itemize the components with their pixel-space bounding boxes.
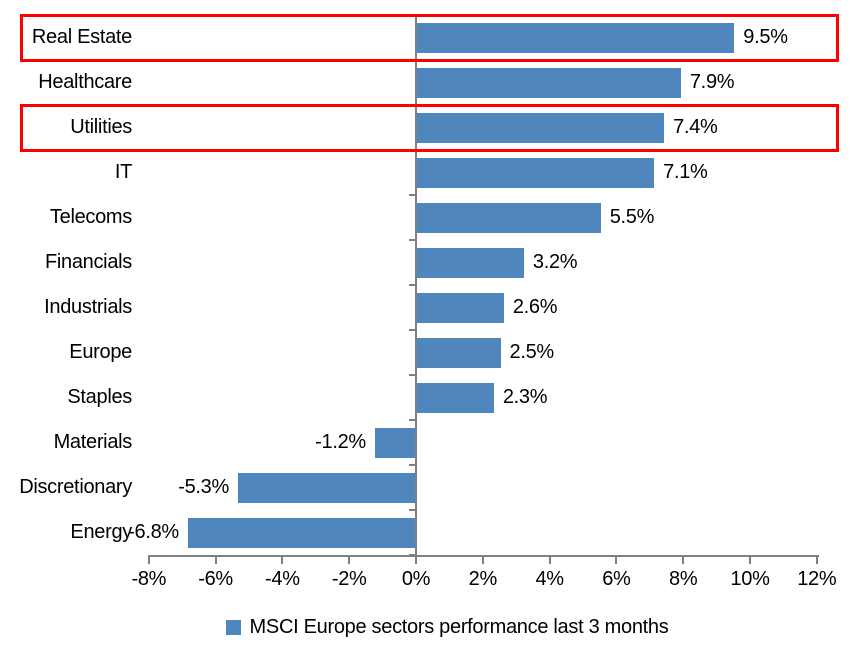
x-tick-label: 8% <box>669 568 698 590</box>
category-label: Staples <box>67 386 132 408</box>
x-tick-label: -4% <box>265 568 300 590</box>
x-tick <box>682 555 685 564</box>
value-label: -6.8% <box>128 521 179 543</box>
bar <box>417 158 655 188</box>
x-tick <box>348 555 351 564</box>
legend-label: MSCI Europe sectors performance last 3 m… <box>249 615 669 638</box>
x-tick <box>815 555 818 564</box>
y-axis-line <box>415 15 417 557</box>
x-tick <box>214 555 217 564</box>
bar <box>417 383 494 413</box>
x-tick-label: -8% <box>131 568 167 590</box>
category-label: Financials <box>44 251 132 273</box>
bar <box>417 203 601 233</box>
y-tick <box>409 464 415 466</box>
bar <box>374 428 415 458</box>
x-tick <box>548 555 551 564</box>
x-tick <box>749 555 751 564</box>
x-tick-label: -2% <box>331 568 367 590</box>
x-tick <box>615 555 618 564</box>
y-tick <box>409 509 415 511</box>
value-label: 2.3% <box>502 386 548 408</box>
value-label: 9.5% <box>743 26 788 48</box>
value-label: 2.6% <box>512 296 558 318</box>
x-tick-label: -6% <box>198 568 233 590</box>
value-label: -1.2% <box>315 431 366 453</box>
x-tick-label: 6% <box>602 568 631 590</box>
bar <box>187 518 415 548</box>
bar <box>417 68 681 98</box>
category-label: IT <box>114 161 132 183</box>
legend-swatch-icon <box>225 619 241 635</box>
y-tick <box>409 374 415 376</box>
value-label: 3.2% <box>532 251 578 273</box>
x-tick-label: 10% <box>730 568 770 590</box>
x-tick-label: 4% <box>535 568 564 590</box>
category-label: Discretionary <box>19 476 132 498</box>
legend: MSCI Europe sectors performance last 3 m… <box>0 612 852 642</box>
y-tick <box>409 554 415 556</box>
category-label: Healthcare <box>38 71 132 93</box>
x-tick-label: 12% <box>797 568 837 590</box>
x-tick-label: 2% <box>468 568 498 590</box>
category-label: Utilities <box>70 116 132 138</box>
y-tick <box>409 284 415 286</box>
x-tick <box>147 555 150 564</box>
value-label: 7.4% <box>673 116 718 138</box>
y-tick <box>409 239 415 241</box>
bar <box>417 338 501 368</box>
x-axis-line <box>149 555 819 557</box>
value-label: 7.1% <box>663 161 708 183</box>
highlight-box <box>20 104 839 152</box>
x-tick <box>415 555 417 564</box>
category-label: Telecoms <box>49 206 132 228</box>
category-label: Energy <box>70 521 132 543</box>
bar <box>237 473 415 503</box>
value-label: 2.5% <box>509 341 555 363</box>
value-label: 5.5% <box>609 206 655 228</box>
highlight-box <box>20 14 839 62</box>
y-tick <box>409 194 415 196</box>
y-tick <box>409 419 415 421</box>
category-label: Industrials <box>44 296 132 318</box>
x-tick <box>481 555 484 564</box>
category-label: Real Estate <box>31 26 132 48</box>
x-tick-label: 0% <box>401 568 431 590</box>
value-label: -5.3% <box>178 476 229 498</box>
category-label: Europe <box>69 341 132 363</box>
bar <box>417 113 665 143</box>
category-label: Materials <box>53 431 133 453</box>
y-tick <box>409 329 415 331</box>
bar <box>417 293 504 323</box>
value-label: 7.9% <box>689 71 735 93</box>
bar <box>417 23 735 53</box>
bar <box>417 248 524 278</box>
x-tick <box>281 555 284 564</box>
